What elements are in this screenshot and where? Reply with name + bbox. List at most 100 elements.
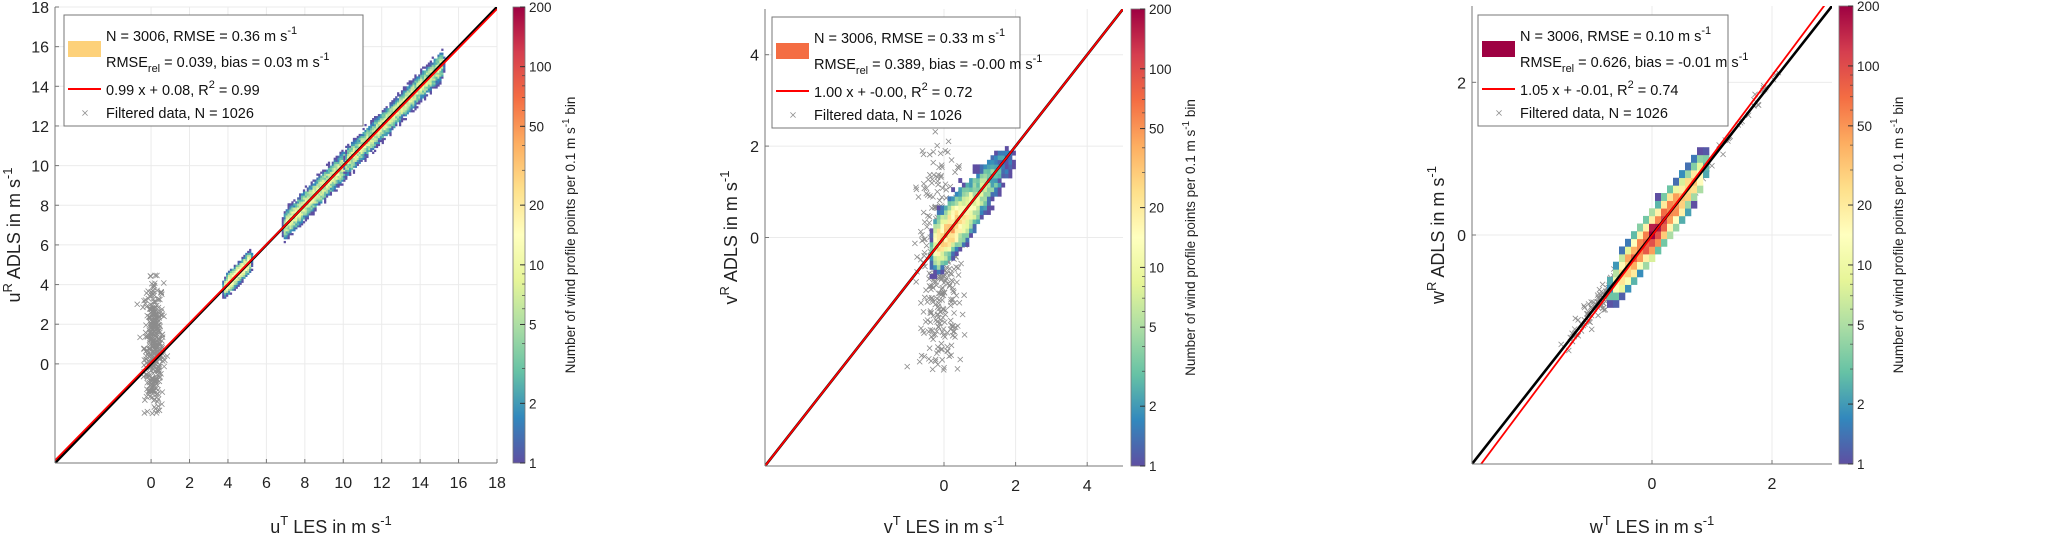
histogram-bin bbox=[352, 137, 356, 141]
histogram-bin bbox=[431, 80, 434, 83]
histogram-bin bbox=[940, 255, 945, 261]
histogram-bin bbox=[431, 82, 434, 85]
y-tick-label: 12 bbox=[31, 119, 49, 136]
histogram-bin bbox=[435, 60, 438, 63]
histogram-bin bbox=[1619, 261, 1626, 270]
histogram-bin bbox=[364, 147, 367, 151]
y-tick-label: 4 bbox=[40, 278, 49, 295]
histogram-bin bbox=[414, 108, 417, 111]
histogram-bin bbox=[310, 205, 313, 208]
histogram-bin bbox=[356, 155, 359, 158]
histogram-bin bbox=[251, 268, 254, 271]
histogram-bin bbox=[385, 129, 388, 133]
histogram-bin bbox=[243, 270, 246, 273]
histogram-bin bbox=[972, 200, 977, 206]
histogram-bin bbox=[422, 72, 425, 75]
filtered-point-marker bbox=[150, 349, 157, 356]
colorbar-tick-label: 20 bbox=[1149, 201, 1164, 216]
histogram-bin bbox=[965, 210, 970, 215]
histogram-bin bbox=[979, 191, 984, 197]
filtered-point-marker bbox=[917, 228, 924, 235]
colorbar-label-sup: -1 bbox=[1181, 120, 1192, 129]
histogram-bin bbox=[281, 221, 284, 224]
histogram-bin bbox=[439, 76, 442, 79]
histogram-bin bbox=[237, 284, 240, 287]
histogram-bin bbox=[370, 149, 373, 153]
legend-text: = 0.74 bbox=[1634, 83, 1679, 99]
histogram-bin bbox=[231, 282, 235, 285]
histogram-bin bbox=[349, 151, 352, 155]
histogram-bin bbox=[940, 232, 945, 238]
histogram-bin bbox=[431, 56, 434, 59]
histogram-bin bbox=[439, 74, 442, 77]
histogram-bin bbox=[291, 211, 294, 214]
histogram-bin bbox=[339, 181, 342, 184]
filtered-point-marker bbox=[1581, 303, 1587, 309]
histogram-bin bbox=[420, 94, 423, 97]
histogram-bin bbox=[306, 211, 309, 214]
histogram-bin bbox=[1685, 177, 1692, 186]
histogram-bin bbox=[389, 120, 392, 123]
histogram-bin bbox=[327, 191, 331, 194]
histogram-bin bbox=[335, 183, 338, 186]
histogram-bin bbox=[410, 88, 413, 91]
histogram-bin bbox=[437, 72, 440, 75]
histogram-bin bbox=[1667, 215, 1674, 224]
histogram-bin bbox=[398, 100, 402, 103]
axis-label-unit-sup: -1 bbox=[717, 171, 732, 183]
histogram-bin bbox=[400, 92, 404, 95]
histogram-bin bbox=[289, 233, 292, 236]
histogram-bin bbox=[352, 145, 356, 149]
histogram-bin bbox=[406, 112, 409, 115]
histogram-bin bbox=[397, 94, 400, 97]
histogram-bin bbox=[247, 264, 250, 268]
histogram-bin bbox=[327, 181, 331, 184]
histogram-bin bbox=[299, 217, 302, 220]
histogram-bin bbox=[1661, 208, 1668, 217]
histogram-bin bbox=[283, 231, 286, 234]
histogram-bin bbox=[976, 205, 981, 211]
histogram-bin bbox=[306, 205, 309, 208]
histogram-bin bbox=[423, 70, 427, 73]
histogram-bin bbox=[1625, 246, 1632, 255]
histogram-bin bbox=[375, 120, 379, 123]
histogram-bin bbox=[379, 137, 382, 141]
histogram-bin bbox=[429, 92, 432, 95]
histogram-bin bbox=[435, 72, 438, 75]
histogram-bin bbox=[944, 242, 948, 247]
histogram-bin bbox=[1631, 269, 1638, 278]
histogram-bin bbox=[226, 288, 229, 291]
colorbar-label: Number of wind profile points per 0.1 m … bbox=[1181, 99, 1198, 376]
histogram-bin bbox=[381, 114, 384, 117]
histogram-bin bbox=[372, 145, 375, 149]
histogram-bin bbox=[287, 211, 290, 214]
histogram-bin bbox=[969, 223, 973, 229]
histogram-bin bbox=[435, 64, 438, 67]
histogram-bin bbox=[224, 278, 227, 281]
filtered-point-marker bbox=[942, 307, 949, 314]
histogram-bin bbox=[427, 70, 431, 73]
histogram-bin bbox=[954, 242, 959, 247]
histogram-bin bbox=[352, 169, 356, 172]
histogram-bin bbox=[427, 80, 431, 83]
histogram-bin bbox=[239, 274, 242, 277]
histogram-bin bbox=[349, 161, 352, 164]
histogram-bin bbox=[947, 210, 952, 215]
histogram-bin bbox=[320, 181, 323, 184]
filtered-point-marker bbox=[926, 213, 933, 220]
histogram-bin bbox=[339, 177, 342, 180]
histogram-bin bbox=[297, 221, 300, 224]
histogram-bin bbox=[243, 262, 246, 266]
filtered-point-marker bbox=[928, 358, 934, 364]
histogram-bin bbox=[439, 80, 442, 83]
histogram-bin bbox=[308, 213, 311, 216]
histogram-bin bbox=[345, 169, 348, 172]
histogram-bin bbox=[1004, 164, 1009, 170]
histogram-bin bbox=[377, 135, 381, 139]
histogram-bin bbox=[420, 100, 423, 103]
filtered-point-marker bbox=[151, 378, 157, 384]
histogram-bin bbox=[408, 88, 411, 91]
x-tick-label: 2 bbox=[1768, 476, 1777, 493]
histogram-bin bbox=[325, 175, 329, 178]
